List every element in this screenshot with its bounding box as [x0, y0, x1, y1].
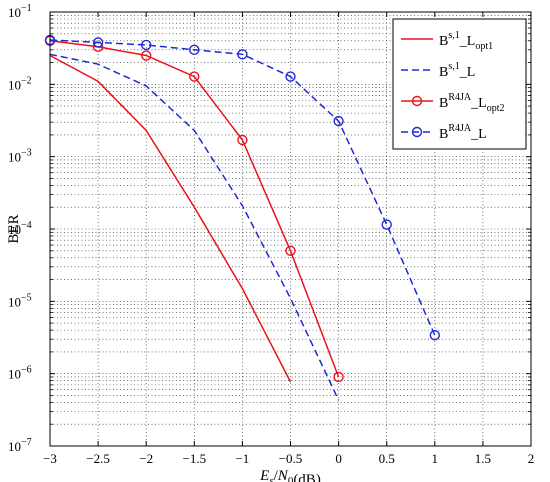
legend-label-rest: _L	[470, 96, 487, 111]
y-tick-label-exponent: −4	[21, 220, 32, 231]
series-point-4	[189, 44, 200, 56]
tick-labels: −3 −2.5 −2 −1.5 −1 −0.5 0 0.5 1 1.5 210−710−610−51…	[8, 3, 534, 466]
series-point-3	[285, 245, 296, 256]
series-point-4	[333, 115, 344, 127]
legend-label-4: BR4JA_L	[439, 123, 487, 142]
legend-marker-3	[411, 95, 423, 107]
y-tick-label-exponent: −5	[21, 292, 32, 303]
y-tick-label-base: 10	[8, 439, 21, 454]
x-tick-label: −1.5	[183, 451, 207, 466]
y-tick-label-base: 10	[8, 222, 21, 237]
y-tick-label: 10−6	[8, 365, 32, 382]
x-tick-label: 1	[432, 451, 439, 466]
x-tick-label: 1.5	[475, 451, 491, 466]
series-point-4	[92, 37, 104, 48]
x-axis-label-part: s	[269, 475, 273, 482]
legend-label-sup: R4JA	[448, 92, 472, 103]
y-tick-label-base: 10	[8, 367, 21, 382]
y-tick-label-base: 10	[8, 294, 21, 309]
legend-marker-4	[411, 126, 423, 138]
y-axis-label: BER	[6, 214, 22, 243]
x-axis-label-part: N	[277, 468, 289, 482]
plot-frame	[49, 11, 532, 447]
series-point-4	[237, 49, 248, 60]
legend-label-rest: _L	[459, 65, 476, 80]
series-point-3	[189, 71, 200, 82]
y-tick-label-exponent: −2	[21, 75, 32, 86]
series-point-3	[140, 50, 152, 61]
y-tick-label-base: 10	[8, 5, 21, 20]
legend-label-base: B	[439, 34, 448, 49]
series-point-4	[429, 330, 440, 341]
legend-label-sup: R4JA	[448, 123, 472, 134]
y-tick-label-exponent: −7	[21, 437, 32, 448]
x-axis-label-part: E	[259, 468, 269, 482]
y-tick-label-base: 10	[8, 150, 21, 165]
x-axis-label: Es/N0(dB)	[259, 468, 321, 482]
x-tick-label: 2	[528, 451, 535, 466]
y-tick-label: 10−2	[8, 75, 32, 92]
legend-label-sup: s,1	[448, 61, 459, 72]
series-point-4	[381, 219, 392, 230]
series-line-2	[49, 53, 340, 401]
x-tick-label: −2.5	[86, 451, 110, 466]
x-tick-label: −2	[139, 451, 153, 466]
x-axis-label-part: (dB)	[293, 472, 321, 482]
legend-label-base: B	[439, 127, 448, 142]
legend-label-sup: s,1	[448, 30, 459, 41]
y-tick-label-exponent: −3	[21, 148, 32, 159]
series-point-4	[285, 71, 296, 82]
legend-label-base: B	[439, 65, 448, 80]
y-tick-label: 10−5	[8, 292, 32, 309]
x-tick-label: −0.5	[279, 451, 303, 466]
series-line-4	[49, 39, 436, 336]
series-point-4	[140, 39, 152, 51]
x-tick-label: −3	[43, 451, 57, 466]
legend-label-rest: _L	[470, 127, 487, 142]
legend-label-1: Bs,1_Lopt1	[439, 30, 493, 52]
legend-label-base: B	[439, 96, 448, 111]
y-tick-label-exponent: −1	[21, 3, 32, 14]
legend-label-2: Bs,1_L	[439, 61, 475, 80]
y-tick-label: 10−3	[8, 148, 32, 165]
series-line-1	[49, 54, 292, 383]
x-tick-label: 0.5	[379, 451, 395, 466]
y-tick-label-base: 10	[8, 77, 21, 92]
x-tick-label: 0	[335, 451, 342, 466]
series-point-3	[333, 371, 344, 383]
legend-label-sub: opt1	[475, 41, 493, 52]
legend-label-sub: opt2	[487, 103, 505, 114]
series-point-3	[237, 134, 248, 146]
x-axis-label-part: 0	[288, 475, 294, 482]
legend-label-3: BR4JA_Lopt2	[439, 92, 504, 114]
x-axis-label-part: /	[274, 468, 279, 482]
x-tick-label: −1	[235, 451, 249, 466]
y-tick-label: 10−4	[8, 220, 32, 237]
legend-label-rest: _L	[459, 34, 476, 49]
y-tick-label: 10−1	[8, 3, 32, 20]
y-tick-label-exponent: −6	[21, 365, 32, 376]
series-layer	[44, 34, 440, 401]
y-tick-label: 10−7	[8, 437, 32, 454]
